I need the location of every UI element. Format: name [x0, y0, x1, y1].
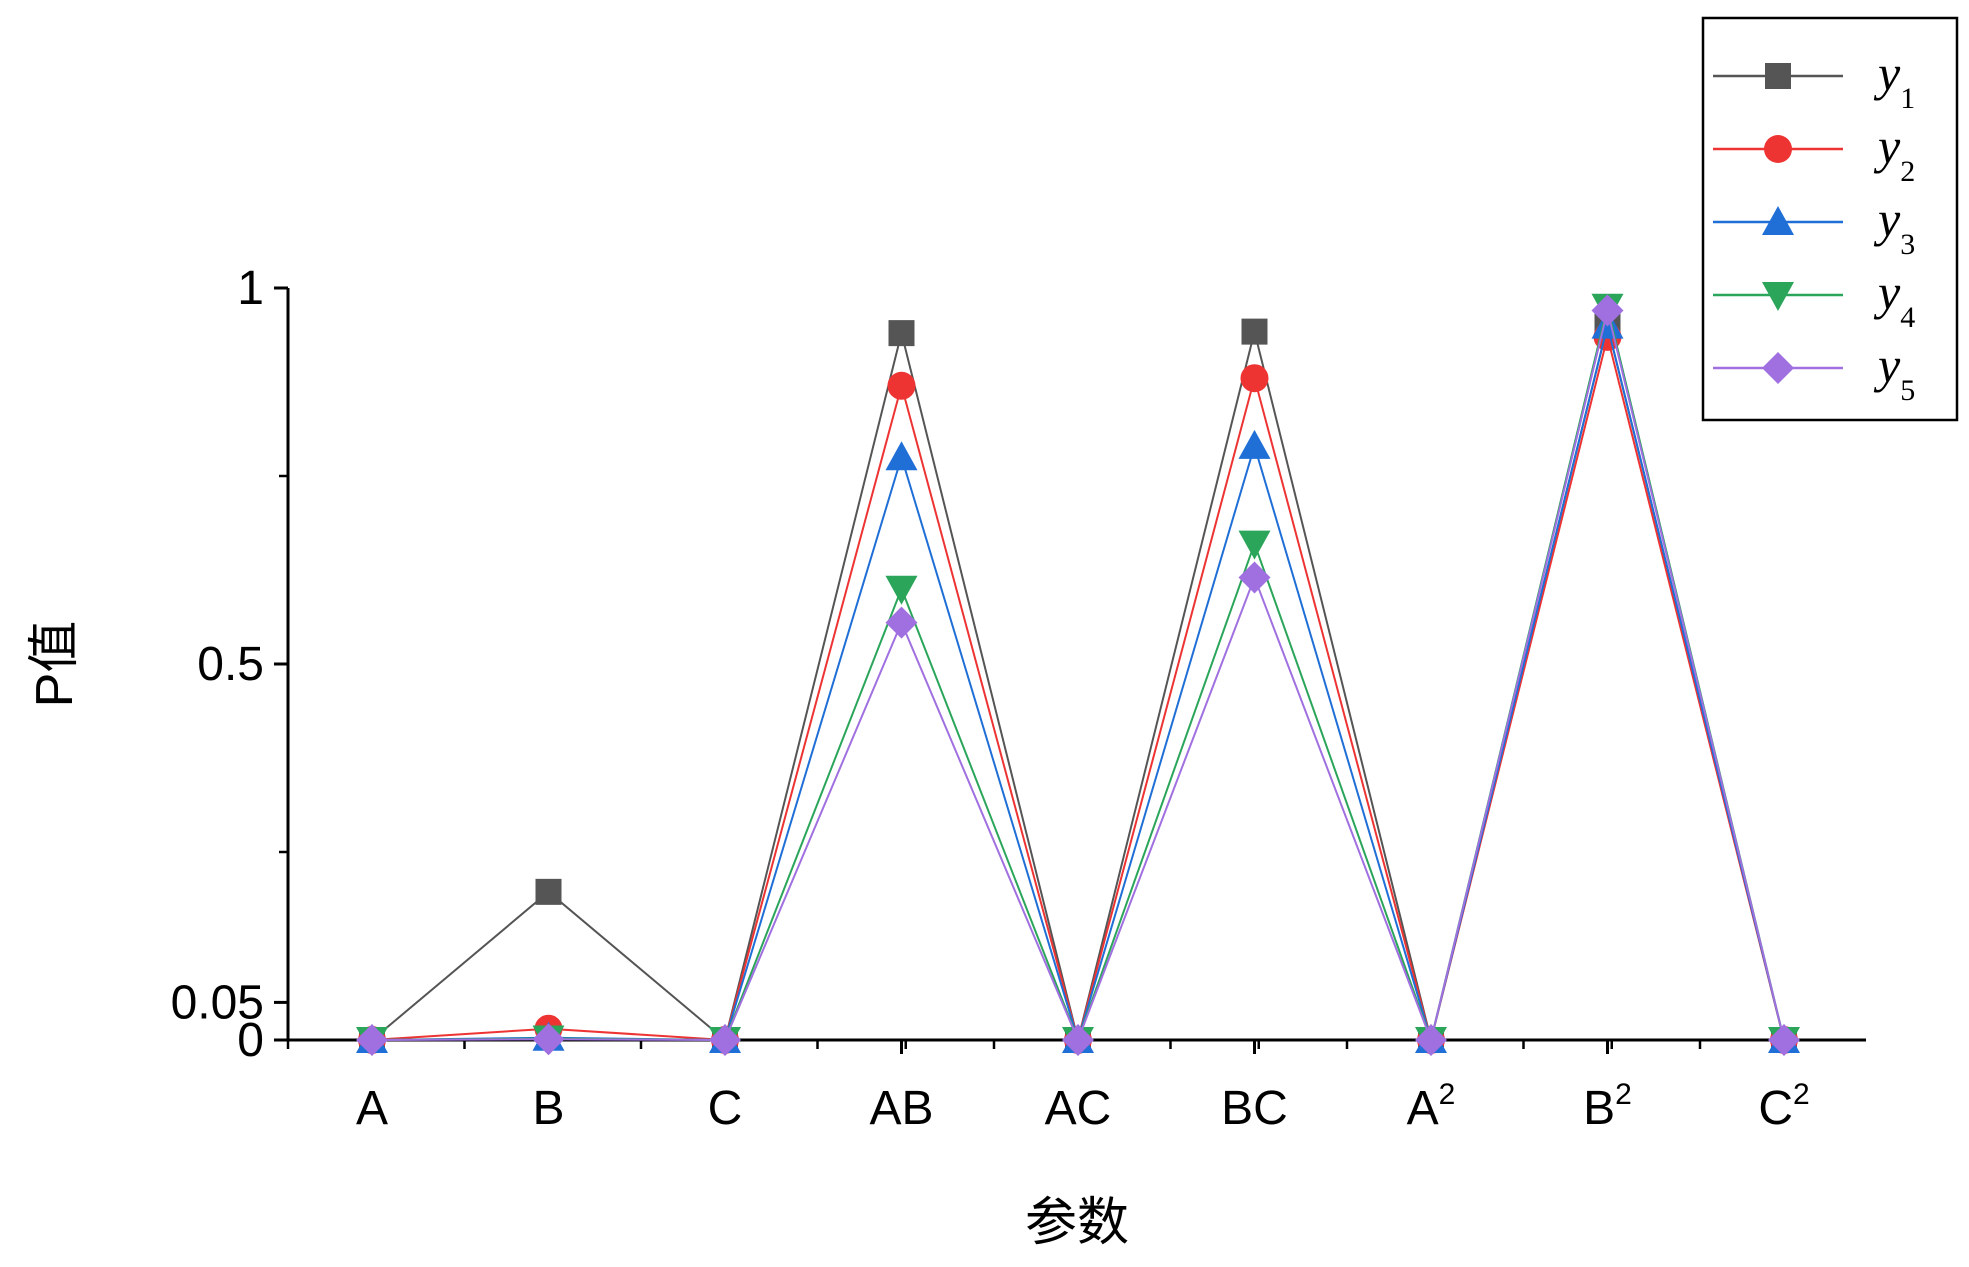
- data-point: [888, 320, 915, 347]
- x-tick-label-base: A: [1407, 1082, 1439, 1135]
- legend-label: y2: [1873, 118, 1915, 188]
- x-tick-label-base: C: [1758, 1082, 1793, 1135]
- legend-label-sub: 4: [1900, 301, 1915, 334]
- legend-item: y5: [1713, 337, 1915, 407]
- x-tick-label-base: B: [1583, 1082, 1615, 1135]
- data-point: [1062, 1024, 1094, 1056]
- x-tick-label: B2: [1583, 1078, 1632, 1135]
- data-point: [532, 1023, 565, 1056]
- data-point: [1238, 530, 1271, 560]
- x-tick-label-base: AB: [869, 1082, 933, 1135]
- legend-label-sub: 2: [1900, 155, 1915, 188]
- series-line: [371, 325, 1785, 1042]
- x-tick-label: A2: [1407, 1078, 1456, 1135]
- legend-label-base: y: [1873, 264, 1901, 320]
- data-point: [1415, 1024, 1447, 1056]
- legend-box: [1701, 16, 1959, 422]
- legend-label-sub: 5: [1900, 374, 1915, 407]
- legend-swatch-marker: [1762, 282, 1794, 311]
- x-tick-label: C2: [1758, 1078, 1809, 1135]
- data-point: [1768, 1024, 1800, 1056]
- x-tick-label: B: [532, 1082, 564, 1135]
- y-axis-title: P值: [26, 621, 84, 708]
- x-tick-label-base: B: [532, 1082, 564, 1135]
- x-tick-label: BC: [1221, 1082, 1288, 1135]
- legend-label-base: y: [1873, 337, 1901, 393]
- data-point: [885, 441, 918, 471]
- legend-swatch-marker: [1762, 352, 1794, 384]
- x-tick-label: A: [356, 1082, 388, 1135]
- series-y1: [359, 312, 1797, 1053]
- legend-label-base: y: [1873, 118, 1901, 174]
- series-line: [371, 306, 1785, 1044]
- x-tick-label-base: C: [708, 1082, 743, 1135]
- legend-swatch-marker: [1764, 135, 1792, 163]
- legend-swatch-marker: [1765, 63, 1791, 89]
- legend-label: y1: [1873, 45, 1915, 115]
- data-point: [887, 371, 916, 400]
- x-tick-label: AB: [869, 1082, 933, 1135]
- x-tick-label-sup: 2: [1615, 1078, 1632, 1111]
- data-point: [885, 575, 918, 605]
- legend-swatch-marker: [1762, 206, 1794, 235]
- data-point: [1241, 318, 1268, 345]
- series-y3: [356, 309, 1800, 1053]
- legend-item: y1: [1713, 45, 1915, 115]
- data-point: [1238, 429, 1271, 459]
- y-tick-label: 0.5: [197, 638, 264, 691]
- data-point: [1240, 364, 1269, 393]
- legend-label: y3: [1873, 191, 1915, 261]
- legend-label-base: y: [1873, 191, 1901, 247]
- x-tick-label-base: AC: [1045, 1082, 1112, 1135]
- series-y5: [356, 294, 1800, 1056]
- legend-item: y4: [1713, 264, 1915, 334]
- legend-label: y4: [1873, 264, 1915, 334]
- legend-label: y5: [1873, 337, 1915, 407]
- legend-label-sub: 1: [1900, 82, 1915, 115]
- series-line: [371, 336, 1785, 1044]
- series-line: [371, 310, 1785, 1044]
- legend-label-base: y: [1873, 45, 1901, 101]
- x-axis-title: 参数: [1025, 1194, 1129, 1252]
- data-point: [1238, 561, 1271, 594]
- x-tick-label: AC: [1045, 1082, 1112, 1135]
- legend-label-sub: 3: [1900, 228, 1915, 261]
- data-point: [356, 1024, 388, 1056]
- y-tick-label: 0.05: [171, 976, 264, 1029]
- y-tick-label: 0: [237, 1014, 264, 1067]
- series-group: [356, 293, 1800, 1056]
- x-tick-label-sup: 2: [1793, 1078, 1810, 1111]
- legend-item: y2: [1713, 118, 1915, 188]
- x-tick-label-base: BC: [1221, 1082, 1288, 1135]
- data-point: [709, 1024, 741, 1056]
- data-point: [535, 878, 562, 905]
- x-tick-label-sup: 2: [1439, 1078, 1456, 1111]
- x-tick-label: C: [708, 1082, 743, 1135]
- x-tick-label-base: A: [356, 1082, 388, 1135]
- data-point: [1591, 294, 1624, 327]
- legend-item: y3: [1713, 191, 1915, 261]
- y-tick-label: 1: [237, 262, 264, 315]
- series-line: [371, 325, 1785, 1044]
- data-point: [885, 606, 918, 639]
